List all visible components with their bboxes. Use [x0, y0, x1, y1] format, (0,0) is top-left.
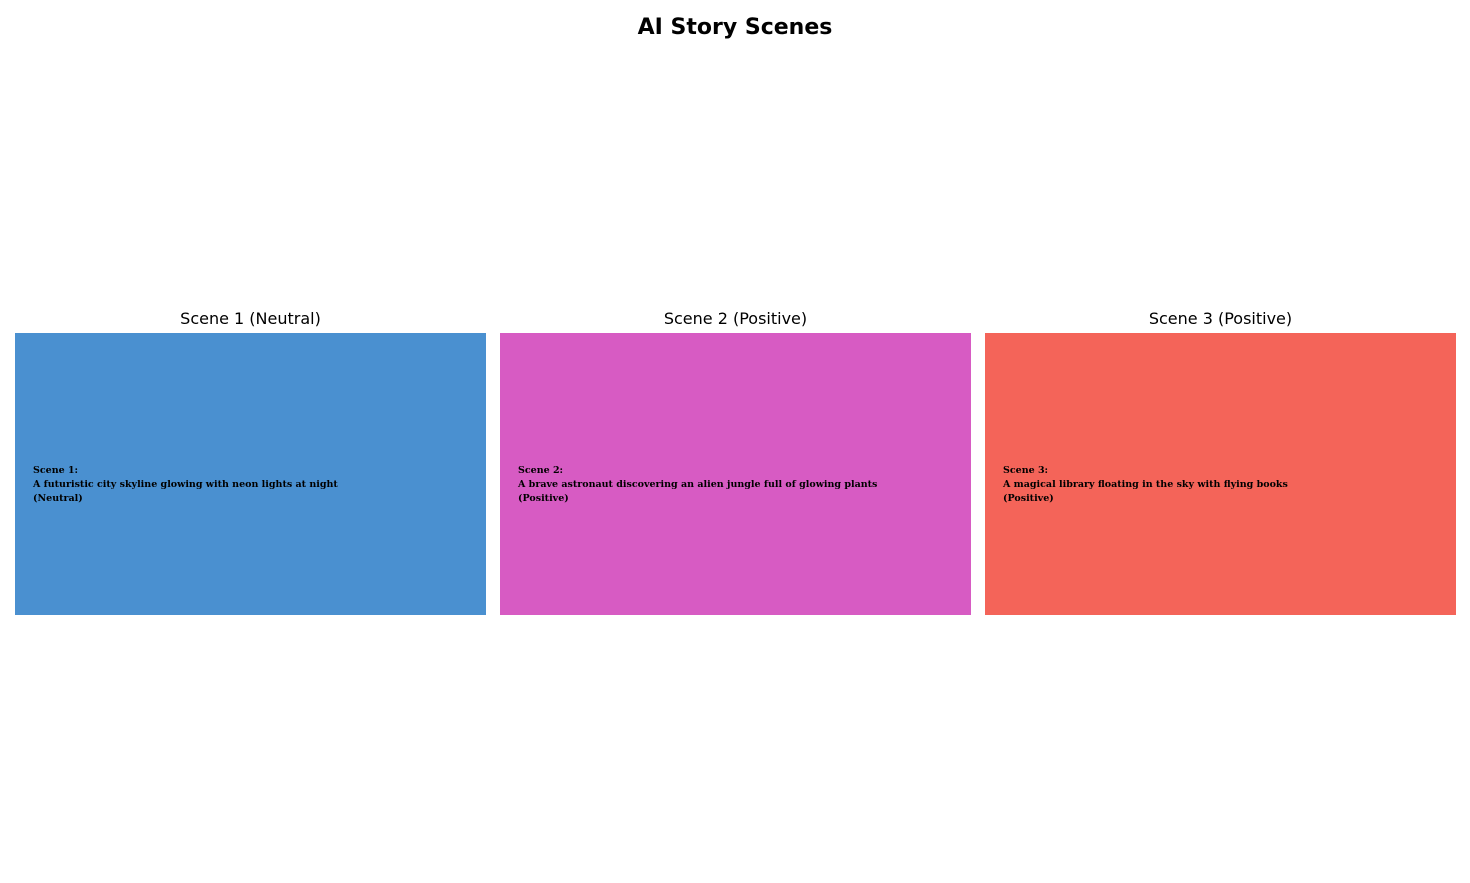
scene-caption: Scene 2: A brave astronaut discovering a… — [518, 464, 958, 506]
scene-description: A brave astronaut discovering an alien j… — [518, 479, 878, 490]
scene-panel-1: Scene 1 (Neutral) Scene 1: A futuristic … — [15, 309, 486, 615]
scene-label: Scene 3: — [1003, 465, 1049, 476]
scene-description: A futuristic city skyline glowing with n… — [33, 479, 338, 490]
scene-label: Scene 2: — [518, 465, 564, 476]
scene-label: Scene 1: — [33, 465, 79, 476]
scene-heading: Scene 3 (Positive) — [1148, 309, 1293, 328]
scene-caption: Scene 3: A magical library floating in t… — [1003, 464, 1443, 506]
scene-card: Scene 3: A magical library floating in t… — [985, 333, 1456, 615]
scene-mood: (Neutral) — [33, 493, 83, 504]
scene-mood: (Positive) — [518, 493, 569, 504]
scene-panel-3: Scene 3 (Positive) Scene 3: A magical li… — [985, 309, 1456, 615]
scene-caption: Scene 1: A futuristic city skyline glowi… — [33, 464, 473, 506]
page-title: AI Story Scenes — [637, 15, 833, 40]
scene-card: Scene 1: A futuristic city skyline glowi… — [15, 333, 486, 615]
scene-card: Scene 2: A brave astronaut discovering a… — [500, 333, 971, 615]
scene-description: A magical library floating in the sky wi… — [1003, 479, 1288, 490]
scene-heading: Scene 1 (Neutral) — [180, 309, 321, 328]
scene-panel-2: Scene 2 (Positive) Scene 2: A brave astr… — [500, 309, 971, 615]
scene-heading: Scene 2 (Positive) — [663, 309, 808, 328]
scene-mood: (Positive) — [1003, 493, 1054, 504]
